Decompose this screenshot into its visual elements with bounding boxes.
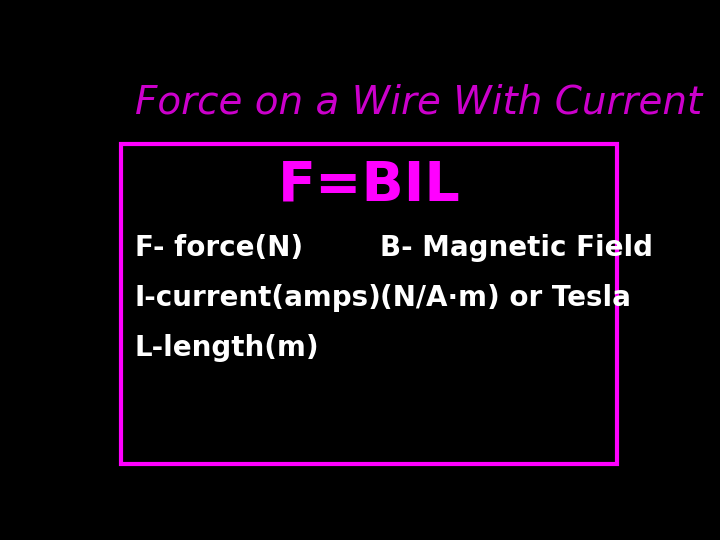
FancyBboxPatch shape bbox=[121, 144, 617, 464]
Text: Force on a Wire With Current: Force on a Wire With Current bbox=[135, 83, 702, 121]
Text: B- Magnetic Field: B- Magnetic Field bbox=[380, 234, 653, 262]
Text: L-length(m): L-length(m) bbox=[135, 334, 319, 362]
Text: F- force(N): F- force(N) bbox=[135, 234, 303, 262]
Text: F=BIL: F=BIL bbox=[278, 158, 460, 212]
Text: (N/A·m) or Tesla: (N/A·m) or Tesla bbox=[380, 284, 631, 312]
Text: I-current(amps): I-current(amps) bbox=[135, 284, 382, 312]
